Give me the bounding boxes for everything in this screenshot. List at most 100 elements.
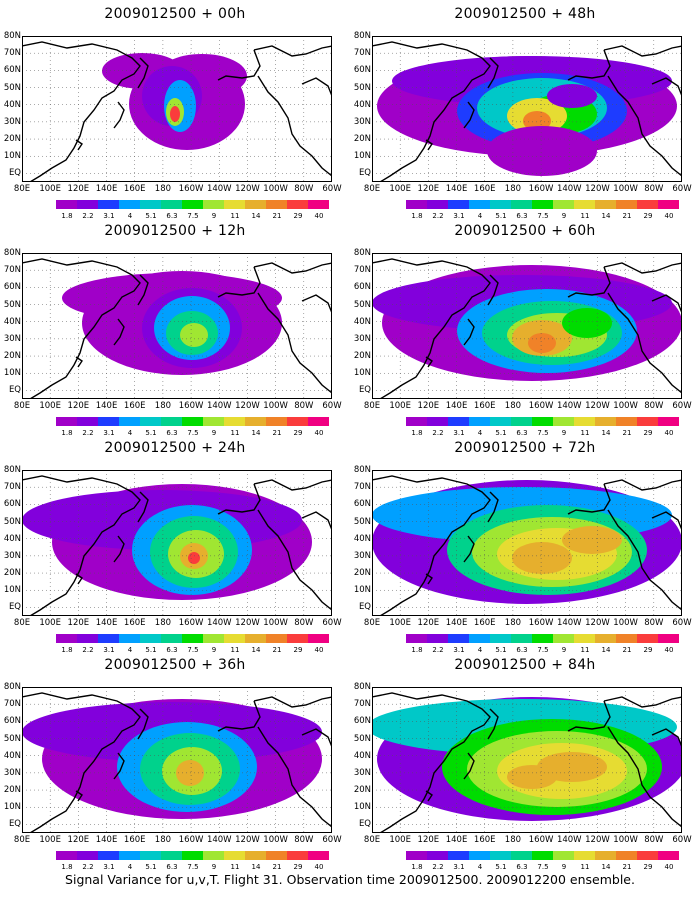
variance-map — [372, 36, 682, 182]
colorbar-swatch — [469, 417, 490, 426]
colorbar-tick-label: 2.2 — [432, 212, 444, 220]
latitude-label: EQ — [8, 602, 21, 613]
colorbar-tick-label: 5.1 — [495, 212, 507, 220]
longitude-label: 160W — [178, 184, 204, 194]
longitude-label: 80E — [363, 401, 381, 411]
latitude-label: 50N — [353, 82, 371, 93]
colorbar-swatch — [616, 417, 637, 426]
latitude-label: 80N — [3, 682, 21, 692]
longitude-label: 160W — [178, 401, 204, 411]
longitude-label: 160E — [473, 184, 496, 194]
colorbar-tick-label: 5.1 — [145, 646, 157, 654]
longitude-label: 60W — [672, 184, 692, 194]
coastline — [137, 274, 149, 306]
colorbar-tick-label: 4 — [127, 863, 133, 871]
longitude-label: 100W — [263, 618, 288, 628]
colorbar-swatch — [308, 851, 329, 860]
latitude-label: 20N — [3, 785, 21, 796]
colorbar-swatch — [595, 634, 616, 643]
colorbar-tick-label: 2.2 — [432, 429, 444, 437]
longitude-label: 140E — [445, 835, 468, 845]
colorbar-tick-label: 29 — [643, 429, 653, 437]
colorbar-swatch — [56, 200, 77, 209]
colorbar-swatch — [469, 634, 490, 643]
colorbar-tick-label: 29 — [293, 646, 303, 654]
map-panel: 2009012500 + 24h 80N 70N 60N 50N 40N 30N 20N 10N… — [0, 438, 350, 656]
colorbar-tick-label: 5.1 — [145, 429, 157, 437]
latitude-label: EQ — [8, 819, 21, 830]
latitude-label: 70N — [353, 265, 371, 276]
colorbar-tick-label: 40 — [664, 429, 674, 437]
longitude-label: 120W — [235, 618, 260, 628]
colorbar-tick-label: 40 — [314, 212, 324, 220]
latitude-label: EQ — [8, 168, 21, 179]
coastline — [301, 77, 332, 97]
colorbar-tick-label: 11 — [230, 863, 240, 871]
colorbar-tick-label: 4 — [477, 212, 483, 220]
colorbar-swatch — [77, 417, 98, 426]
panel-title: 2009012500 + 60h — [454, 223, 596, 239]
latitude-label: 30N — [3, 550, 21, 561]
latitude-label: 10N — [353, 368, 371, 379]
colorbar — [406, 851, 679, 860]
colorbar-swatch — [427, 851, 448, 860]
colorbar-tick-label: 9 — [211, 863, 217, 871]
latitude-label: 80N — [353, 465, 371, 475]
coastline — [253, 45, 332, 57]
panel-title: 2009012500 + 72h — [454, 440, 596, 456]
longitude-label: 80E — [13, 835, 31, 845]
colorbar — [56, 851, 329, 860]
colorbar-swatch — [637, 634, 658, 643]
colorbar-swatch — [553, 417, 574, 426]
latitude-label: 70N — [353, 482, 371, 493]
colorbar-swatch — [203, 851, 224, 860]
coastline — [257, 292, 332, 394]
coastline — [22, 41, 141, 182]
variance-map — [22, 36, 332, 182]
colorbar-tick-label: 11 — [230, 646, 240, 654]
colorbar-tick-label: 40 — [664, 863, 674, 871]
variance-contour — [562, 308, 612, 338]
colorbar-tick-label: 29 — [293, 429, 303, 437]
longitude-label: 80W — [644, 401, 664, 411]
colorbar-swatch — [406, 200, 427, 209]
colorbar-swatch — [427, 200, 448, 209]
panel-title: 2009012500 + 12h — [104, 223, 246, 239]
colorbar-swatch — [182, 634, 203, 643]
colorbar-swatch — [511, 634, 532, 643]
longitude-label: 100E — [389, 618, 411, 628]
colorbar-swatch — [616, 200, 637, 209]
colorbar-tick-label: 40 — [314, 863, 324, 871]
colorbar-swatch — [616, 851, 637, 860]
colorbar-tick-label: 4 — [127, 429, 133, 437]
colorbar-swatch — [287, 851, 308, 860]
colorbar-tick-label: 2.2 — [82, 429, 94, 437]
colorbar-tick-label: 14 — [251, 429, 261, 437]
colorbar-swatch — [532, 200, 553, 209]
variance-map — [372, 253, 682, 399]
variance-contour — [547, 84, 597, 108]
colorbar — [406, 200, 679, 209]
longitude-label: 180 — [154, 184, 172, 194]
colorbar-tick-label: 3.1 — [103, 646, 115, 654]
longitude-label: 100E — [39, 618, 61, 628]
colorbar-swatch — [574, 634, 595, 643]
latitude-label: 60N — [353, 499, 371, 510]
colorbar-swatch — [119, 851, 140, 860]
colorbar-tick-label: 5.1 — [495, 863, 507, 871]
colorbar-swatch — [637, 851, 658, 860]
coastline — [22, 258, 141, 399]
coastline — [372, 692, 491, 833]
colorbar-tick-label: 2.2 — [432, 646, 444, 654]
colorbar-tick-label: 3.1 — [453, 863, 465, 871]
colorbar-swatch — [427, 417, 448, 426]
latitude-label: 10N — [3, 585, 21, 596]
longitude-label: 180 — [504, 835, 522, 845]
longitude-label: 60W — [672, 835, 692, 845]
latitude-label: 50N — [3, 82, 21, 93]
coastline — [463, 752, 475, 780]
longitude-label: 100W — [263, 184, 288, 194]
longitude-label: 80E — [13, 184, 31, 194]
longitude-label: 140W — [556, 401, 582, 411]
latitude-label: 10N — [3, 802, 21, 813]
